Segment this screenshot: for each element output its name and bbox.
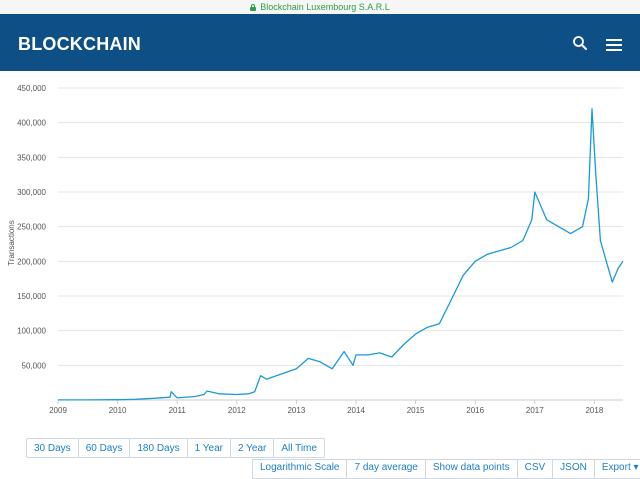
- y-tick-label: 400,000: [17, 119, 46, 128]
- y-tick-label: 200,000: [17, 257, 46, 266]
- hamburger-menu-icon[interactable]: [606, 38, 622, 51]
- transactions-chart: 50,000 100,000 150,000 200,000 250,000 300,00…: [7, 84, 624, 415]
- x-tick-label: 2012: [228, 406, 246, 415]
- y-tick-label: 250,000: [17, 223, 46, 232]
- option-button-json[interactable]: JSON: [552, 459, 594, 479]
- range-button-1-year[interactable]: 1 Year: [186, 438, 230, 458]
- y-tick-label: 150,000: [17, 292, 46, 301]
- option-button-show-data-points[interactable]: Show data points: [424, 459, 517, 479]
- range-button-180-days[interactable]: 180 Days: [129, 438, 187, 458]
- site-identity-bar: Blockchain Luxembourg S.A.R.L: [0, 0, 640, 14]
- range-button-2-year[interactable]: 2 Year: [230, 438, 274, 458]
- y-tick-label: 300,000: [17, 188, 46, 197]
- series-line: [58, 108, 624, 401]
- range-button-30-days[interactable]: 30 Days: [26, 438, 78, 458]
- x-tick-label: 2011: [169, 406, 187, 415]
- x-tick-label: 2010: [109, 406, 127, 415]
- top-navbar: BLOCKCHAIN: [0, 14, 640, 71]
- x-tick-label: 2016: [466, 406, 484, 415]
- option-button-7-day-average[interactable]: 7 day average: [346, 459, 425, 479]
- brand-logo[interactable]: BLOCKCHAIN: [18, 34, 141, 54]
- site-identity-text: Blockchain Luxembourg S.A.R.L: [260, 2, 390, 12]
- range-button-all-time[interactable]: All Time: [273, 438, 325, 458]
- range-button-60-days[interactable]: 60 Days: [77, 438, 130, 458]
- option-button-export[interactable]: Export ▾: [593, 459, 640, 479]
- y-tick-label: 350,000: [17, 153, 46, 162]
- x-tick-label: 2014: [347, 406, 365, 415]
- chart-series: [58, 108, 624, 401]
- y-axis-ticks: 50,000 100,000 150,000 200,000 250,000 300,00…: [17, 84, 46, 370]
- lock-icon: [250, 3, 257, 11]
- x-tick-label: 2015: [407, 406, 425, 415]
- x-tick-label: 2018: [585, 406, 603, 415]
- option-button-csv[interactable]: CSV: [516, 459, 553, 479]
- y-tick-label: 50,000: [22, 361, 47, 370]
- y-axis-label: Transactions: [7, 220, 16, 266]
- option-button-logarithmic-scale[interactable]: Logarithmic Scale: [252, 459, 347, 479]
- range-button-group: 30 Days 60 Days 180 Days 1 Year 2 Year All Ti…: [26, 438, 325, 458]
- x-tick-label: 2009: [49, 406, 67, 415]
- x-tick-label: 2013: [287, 406, 305, 415]
- x-tick-label: 2017: [526, 406, 544, 415]
- option-button-group: Logarithmic Scale 7 day average Show data …: [252, 459, 640, 479]
- y-tick-label: 450,000: [17, 84, 46, 93]
- search-icon[interactable]: [572, 35, 588, 51]
- y-tick-label: 100,000: [17, 327, 46, 336]
- chart-gridlines: [58, 87, 623, 401]
- x-axis-ticks: 2009 2010 2011 2012 2013 2014 2015 2016 2017 2018: [49, 400, 604, 415]
